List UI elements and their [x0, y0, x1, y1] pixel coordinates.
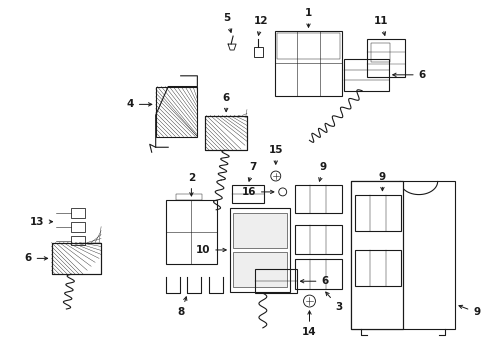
- Bar: [176, 194, 202, 200]
- Text: 1: 1: [304, 8, 311, 27]
- Bar: [370, 43, 389, 62]
- Bar: [344, 59, 388, 91]
- Bar: [155, 86, 197, 136]
- Text: 9: 9: [318, 162, 326, 181]
- Bar: [254, 269, 296, 293]
- Text: 6: 6: [300, 276, 328, 286]
- Bar: [51, 243, 101, 274]
- Text: 9: 9: [378, 172, 385, 191]
- Bar: [230, 208, 289, 292]
- Text: 9: 9: [458, 305, 479, 318]
- Bar: [274, 31, 342, 96]
- Text: 10: 10: [195, 245, 226, 255]
- Text: 2: 2: [187, 173, 195, 196]
- Text: 3: 3: [325, 292, 342, 312]
- Bar: [205, 116, 246, 150]
- Text: 14: 14: [302, 311, 316, 337]
- Bar: [366, 39, 404, 77]
- Bar: [354, 195, 400, 231]
- Text: 16: 16: [241, 187, 273, 197]
- Text: 15: 15: [268, 145, 283, 164]
- Text: 6: 6: [222, 93, 229, 112]
- Bar: [276, 33, 340, 59]
- Text: 8: 8: [178, 297, 186, 317]
- Bar: [294, 225, 342, 255]
- Text: 13: 13: [30, 217, 52, 227]
- Bar: [71, 208, 85, 218]
- Text: 12: 12: [253, 16, 267, 35]
- Bar: [165, 200, 217, 264]
- Bar: [233, 213, 286, 248]
- Bar: [350, 181, 454, 329]
- Text: 5: 5: [223, 13, 231, 32]
- Text: 11: 11: [373, 16, 387, 35]
- Text: 6: 6: [24, 253, 47, 264]
- Bar: [350, 181, 403, 329]
- Bar: [354, 250, 400, 286]
- Text: 6: 6: [392, 70, 425, 80]
- Bar: [350, 181, 403, 329]
- Text: 4: 4: [126, 99, 151, 109]
- Bar: [71, 222, 85, 231]
- Bar: [51, 243, 101, 274]
- Bar: [233, 252, 286, 287]
- Bar: [253, 47, 263, 57]
- Bar: [71, 235, 85, 246]
- Bar: [294, 185, 342, 213]
- Bar: [232, 185, 264, 203]
- Bar: [205, 116, 246, 150]
- Bar: [294, 260, 342, 289]
- Text: 7: 7: [248, 162, 256, 181]
